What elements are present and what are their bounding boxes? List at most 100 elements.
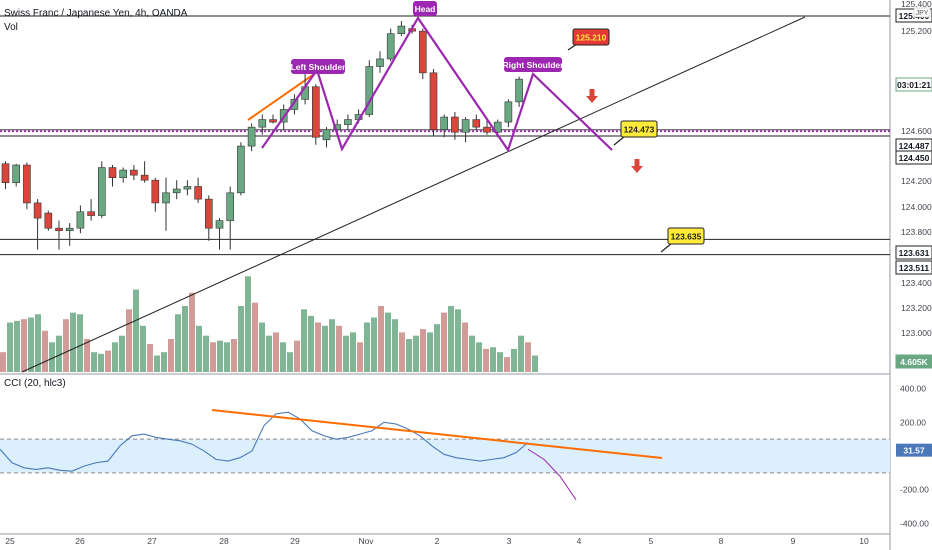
volume-bar xyxy=(126,309,132,372)
volume-bar xyxy=(490,347,496,372)
volume-bar xyxy=(441,312,447,372)
cci-projection-line xyxy=(527,448,577,501)
volume-bar xyxy=(245,276,251,372)
volume-bar xyxy=(385,312,391,372)
candle-body xyxy=(194,186,202,200)
volume-bar xyxy=(0,352,6,372)
volume-bar xyxy=(336,325,342,372)
volume-bar xyxy=(343,335,349,372)
volume-bar xyxy=(518,335,524,372)
volume-bar xyxy=(21,319,27,372)
candle-body xyxy=(258,119,267,128)
volume-bar xyxy=(371,317,377,372)
time-tick-label: 28 xyxy=(219,536,229,546)
candle-body xyxy=(472,119,481,128)
volume-bar xyxy=(140,325,146,372)
volume-bar xyxy=(77,314,83,372)
candle-body xyxy=(515,78,523,103)
cci-tick-label: -400.00 xyxy=(900,518,929,528)
label-right-shoulder: Right Shoulder xyxy=(503,60,565,70)
volume-bar xyxy=(434,324,440,372)
label-left-shoulder-bg xyxy=(291,59,345,74)
volume-bar xyxy=(217,340,223,372)
price-tick-label: 123.400 xyxy=(901,278,932,288)
volume-bar xyxy=(322,325,328,372)
candle-body xyxy=(376,58,384,67)
candle-body xyxy=(386,33,395,60)
candle-body xyxy=(44,212,53,229)
volume-bar xyxy=(252,302,258,372)
candle-body xyxy=(269,119,277,123)
candle-body xyxy=(418,30,427,74)
volume-bar xyxy=(378,306,384,372)
volume-bar xyxy=(476,342,482,372)
candle-body xyxy=(451,116,459,133)
volume-bar xyxy=(28,317,34,372)
volume-bar xyxy=(189,292,195,372)
price-badge-bg xyxy=(895,354,932,369)
price-tick-label: 124.000 xyxy=(901,202,932,212)
cci-legend: CCI (20, hlc3) xyxy=(4,378,66,389)
volume-bar xyxy=(35,314,41,372)
price-badge-bg xyxy=(895,260,932,275)
candle-body xyxy=(365,66,374,115)
callout-neckline-price: 124.473 xyxy=(624,125,655,135)
volume-bar xyxy=(42,330,48,372)
candle-body xyxy=(162,192,170,204)
candle-body xyxy=(140,174,149,181)
cci-tick-label: 400.00 xyxy=(900,384,926,394)
candle-body xyxy=(205,198,213,229)
candle-body xyxy=(183,186,192,190)
candle-body xyxy=(247,126,256,147)
symbol-title: Swiss Franc / Japanese Yen, 4h, OANDA xyxy=(4,8,187,19)
volume-bar xyxy=(56,335,62,372)
volume-bar xyxy=(497,352,503,372)
volume-bar xyxy=(49,342,55,372)
time-tick-label: 26 xyxy=(75,536,85,546)
candle-body xyxy=(290,99,299,110)
volume-bar xyxy=(462,322,468,372)
currency-badge: JPY xyxy=(916,10,929,17)
cci-tick-label: 200.00 xyxy=(900,417,926,427)
price-tick-label: 124.600 xyxy=(901,126,932,136)
volume-bar xyxy=(448,306,454,372)
price-badge-bg xyxy=(895,150,932,165)
volume-bar xyxy=(91,352,97,372)
cci-value-badge-bg xyxy=(896,443,932,457)
volume-bar xyxy=(483,348,489,372)
candle-body xyxy=(33,202,42,219)
candle-body xyxy=(429,72,438,130)
candle-body xyxy=(98,167,106,216)
candle-body xyxy=(237,145,245,194)
volume-bar xyxy=(154,355,160,372)
candle-body xyxy=(151,179,160,204)
volume-bar xyxy=(455,309,461,372)
candle-body xyxy=(322,129,331,141)
time-tick-label: 29 xyxy=(290,536,300,546)
time-tick-label: Nov xyxy=(358,536,374,546)
label-head-bg xyxy=(413,1,437,16)
volume-bar xyxy=(133,289,139,372)
price-badge: 123.511 xyxy=(899,263,930,273)
candle-body xyxy=(397,25,406,34)
label-left-shoulder: Left Shoulder xyxy=(291,62,346,72)
price-tick-label: 123.000 xyxy=(901,328,932,338)
price-badge: 124.450 xyxy=(899,153,930,163)
volume-bar xyxy=(287,352,293,372)
time-tick-label: 27 xyxy=(147,536,157,546)
volume-bar xyxy=(210,342,216,372)
volume-bar xyxy=(259,322,265,372)
price-badge-bg xyxy=(895,245,932,260)
cci-band xyxy=(0,439,890,473)
candle-body xyxy=(333,124,342,130)
volume-bar xyxy=(112,342,118,372)
symbol-title-text: Swiss Franc / Japanese Yen, 4h, OANDA xyxy=(4,8,188,19)
volume-bar xyxy=(308,315,314,372)
price-badge: 123.631 xyxy=(899,248,930,258)
candle-body xyxy=(504,101,513,123)
label-head: Head xyxy=(415,4,436,14)
candle-body xyxy=(493,121,502,133)
price-badge: 124.487 xyxy=(899,141,930,151)
